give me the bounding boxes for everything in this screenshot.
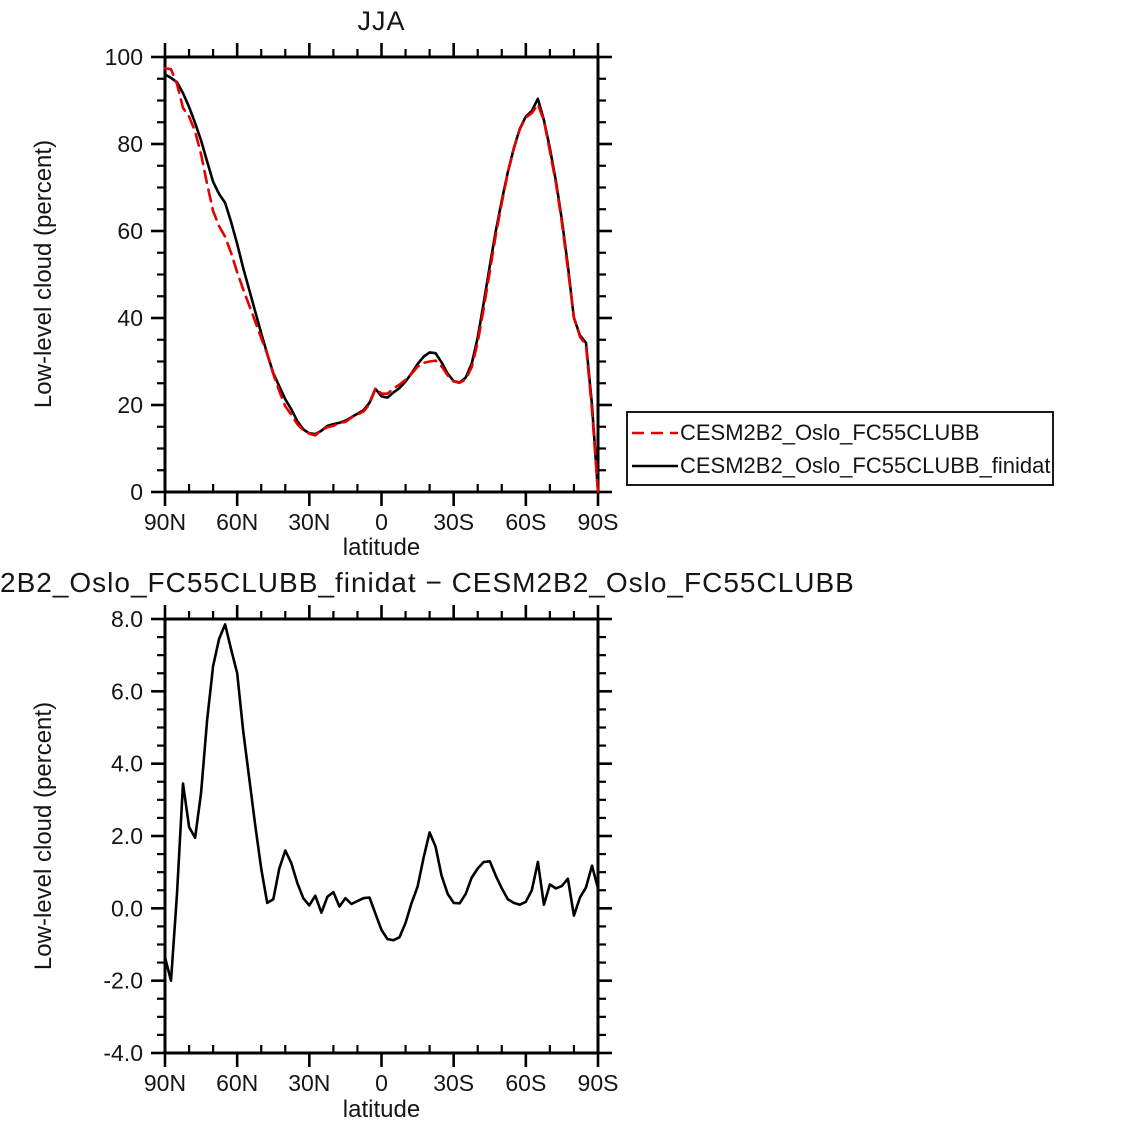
panel-0-frame	[163, 55, 600, 494]
x-tick-label: 60S	[505, 1070, 546, 1096]
top-panel-x-axis-label: latitude	[342, 534, 421, 561]
y-tick-label: 2.0	[111, 823, 143, 849]
legend-label: CESM2B2_Oslo_FC55CLUBB_finidat	[680, 453, 1051, 478]
series-curve-cesm2b2-oslo-fc55clubb	[163, 67, 600, 494]
legend-box	[626, 411, 1054, 486]
top-panel-y-axis-label: Low-level cloud (percent)	[30, 139, 57, 409]
y-tick-label: 20	[117, 392, 143, 418]
x-tick-label: 90S	[578, 1070, 619, 1096]
bottom-panel-y-axis-label: Low-level cloud (percent)	[30, 701, 57, 971]
y-tick-label: 6.0	[111, 678, 143, 704]
y-tick-label: 100	[105, 44, 143, 70]
x-tick-label: 60N	[216, 509, 258, 535]
y-tick-label: -2.0	[103, 968, 143, 994]
y-tick-label: 80	[117, 131, 143, 157]
x-tick-label: 90S	[578, 509, 619, 535]
x-tick-label: 60N	[216, 1070, 258, 1096]
x-tick-label: 0	[375, 1070, 388, 1096]
y-tick-label: 4.0	[111, 751, 143, 777]
series-curve-difference-finidat-minus-control-	[163, 623, 600, 982]
bottom-panel-x-axis-label: latitude	[342, 1096, 421, 1123]
y-tick-label: 60	[117, 218, 143, 244]
x-tick-label: 30N	[288, 1070, 330, 1096]
legend-label: CESM2B2_Oslo_FC55CLUBB	[680, 420, 980, 445]
x-tick-label: 90N	[144, 509, 186, 535]
x-tick-label: 30N	[288, 509, 330, 535]
x-tick-label: 30S	[433, 1070, 474, 1096]
series-curve-cesm2b2-oslo-fc55clubb-finidat	[163, 73, 600, 494]
panel-1-frame	[163, 617, 600, 1055]
x-tick-label: 0	[375, 509, 388, 535]
y-tick-label: 0	[130, 479, 143, 505]
y-tick-label: -4.0	[103, 1040, 143, 1066]
y-tick-label: 8.0	[111, 606, 143, 632]
y-tick-label: 0.0	[111, 895, 143, 921]
top-panel-title: JJA	[357, 6, 406, 36]
bottom-panel-title: 2B2_Oslo_FC55CLUBB_finidat − CESM2B2_Osl…	[0, 567, 855, 598]
y-tick-label: 40	[117, 305, 143, 331]
x-tick-label: 30S	[433, 509, 474, 535]
x-tick-label: 60S	[505, 509, 546, 535]
x-tick-label: 90N	[144, 1070, 186, 1096]
